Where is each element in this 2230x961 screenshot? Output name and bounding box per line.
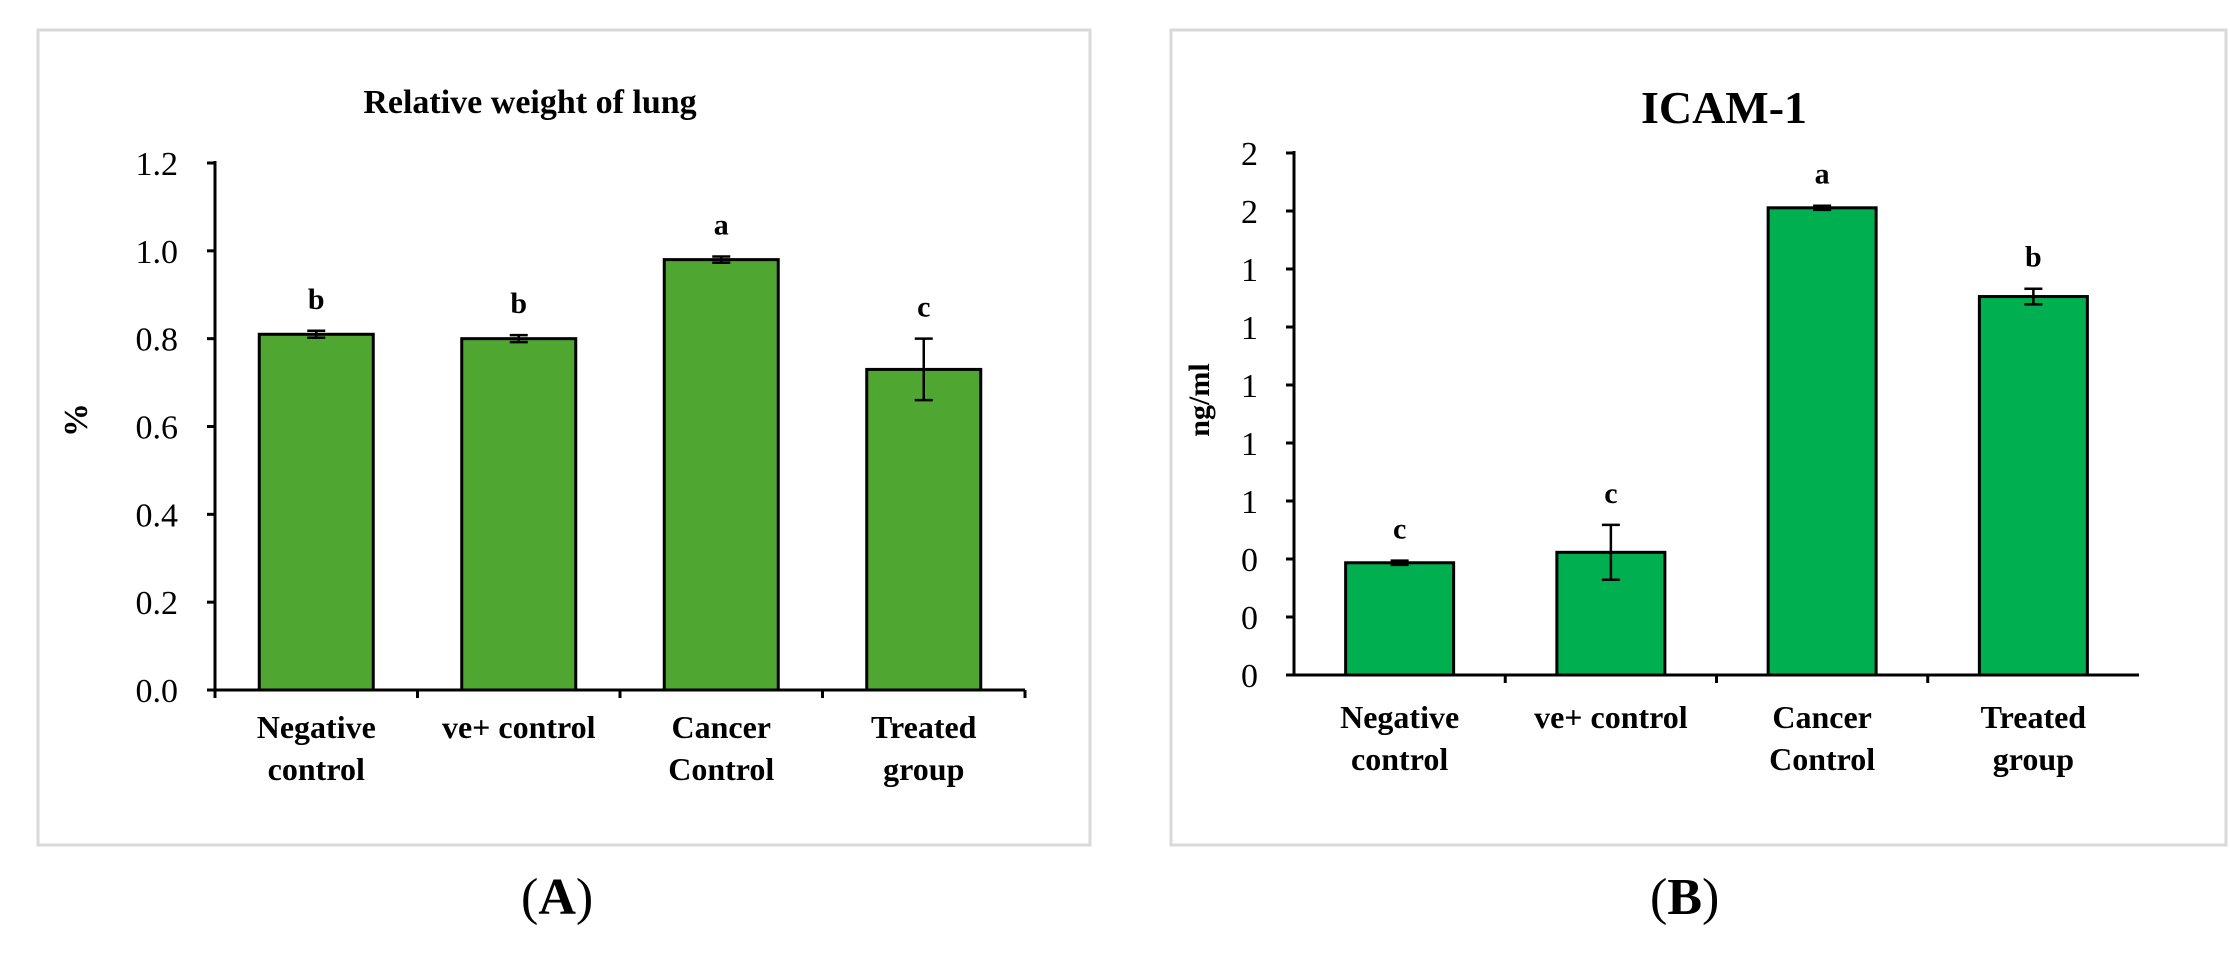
category-label-line: Control (668, 751, 774, 787)
bar (257, 332, 375, 692)
y-tick-label: 1 (1241, 368, 1258, 405)
bar (865, 367, 983, 692)
y-tick-label: 0 (1241, 542, 1258, 579)
chart-b-svg: ICAM-1 ng/ml 0 0 0 1 1 1 1 1 2 2 c Negative control c ve… (1169, 28, 2228, 847)
y-tick-label: 1 (1241, 484, 1258, 521)
significance-label: b (510, 287, 527, 320)
y-tick-label: 0.2 (136, 585, 179, 622)
chart-panel-b: ICAM-1 ng/ml 0 0 0 1 1 1 1 1 2 2 c Negative control c ve… (1116, 0, 2230, 961)
category-label-line: ve+ control (1534, 699, 1688, 735)
y-tick-label: 0.6 (136, 410, 179, 447)
caption-close-paren: ) (1702, 869, 1720, 926)
y-tick-label: 2 (1241, 194, 1258, 231)
category-label: Treated group (871, 709, 977, 787)
bar (1977, 295, 2089, 677)
category-label-line: Cancer (671, 709, 771, 745)
category-label-line: Negative (257, 709, 376, 745)
category-label-line: ve+ control (442, 709, 596, 745)
chart-a-svg: Relative weight of lung% 0.0 0.2 0.4 0.6 0.8 1… (36, 28, 1092, 847)
significance-label: a (1815, 158, 1830, 191)
y-tick-label: 0 (1241, 600, 1258, 637)
caption-close-paren: ) (575, 869, 594, 926)
category-label-line: Negative (1340, 699, 1459, 735)
bar (662, 258, 780, 692)
category-label: Cancer Control (668, 709, 774, 787)
caption-open-paren: ( (1650, 869, 1668, 926)
panel-caption-a: (A) (521, 868, 593, 927)
significance-label: b (308, 283, 325, 316)
category-label: ve+ control (1534, 699, 1688, 735)
category-label-line: group (883, 751, 964, 787)
y-tick-label: 1 (1241, 426, 1258, 463)
bar (1766, 206, 1878, 677)
bar (460, 337, 578, 692)
y-tick-label: 1.2 (136, 146, 179, 183)
panel-caption-b: (B) (1650, 868, 1719, 927)
y-axis-label: ng/ml (1183, 363, 1216, 436)
y-tick-label: 2 (1241, 136, 1258, 173)
category-label-line: Treated (1981, 699, 2087, 735)
caption-letter: A (538, 869, 576, 926)
category-label: Negative control (1340, 699, 1459, 777)
significance-label: c (1393, 513, 1406, 546)
category-label-line: Treated (871, 709, 977, 745)
significance-label: c (917, 291, 930, 324)
chart-title: Relative weight of lung (363, 84, 696, 121)
y-tick-label: 1.0 (136, 234, 179, 271)
chart-frame (36, 28, 1092, 847)
y-tick-label: 0 (1241, 658, 1258, 695)
category-label: Negative control (257, 709, 376, 787)
category-label-line: Cancer (1772, 699, 1872, 735)
chart-panel-a: Relative weight of lung% 0.0 0.2 0.4 0.6 0.8 1… (36, 28, 1092, 847)
y-tick-label: 1 (1241, 252, 1258, 289)
chart-frame (1169, 28, 2228, 847)
caption-letter: B (1667, 869, 1703, 926)
category-label-line: Control (1769, 741, 1875, 777)
category-label: ve+ control (442, 709, 596, 745)
category-label: Treated group (1981, 699, 2087, 777)
category-label-line: control (268, 751, 365, 787)
y-tick-label: 1 (1241, 310, 1258, 347)
y-axis-label: % (58, 403, 95, 437)
category-label: Cancer Control (1769, 699, 1875, 777)
caption-open-paren: ( (521, 869, 539, 926)
chart-title: ICAM-1 (1641, 82, 1807, 133)
significance-label: b (2025, 241, 2042, 274)
y-tick-label: 0.4 (136, 497, 179, 534)
y-tick-label: 0.0 (136, 673, 179, 710)
significance-label: a (714, 209, 729, 242)
bar (1344, 561, 1456, 677)
significance-label: c (1604, 477, 1617, 510)
category-label-line: group (1993, 741, 2074, 777)
category-label-line: control (1351, 741, 1448, 777)
y-tick-label: 0.8 (136, 322, 179, 359)
